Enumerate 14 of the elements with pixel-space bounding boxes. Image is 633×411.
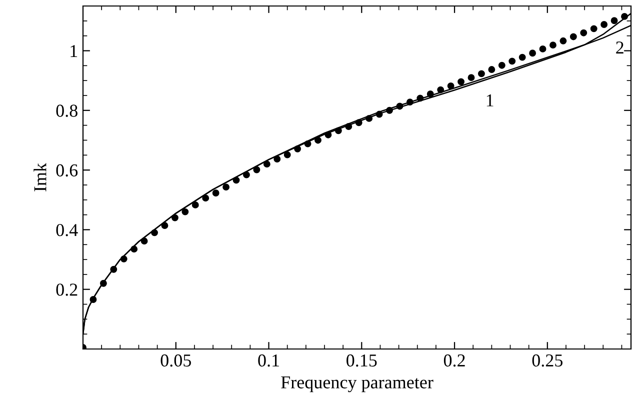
y-tick-label: 0.6 [56,164,78,177]
annotation: 1 [486,94,494,106]
x-tick-label: 0.05 [160,354,191,367]
y-tick-label: 0.2 [56,284,78,296]
x-tick-label: 0.2 [444,354,465,367]
annotation: 2 [616,42,624,54]
x-tick-label: 0.1 [258,354,279,367]
y-axis-title: Imk [34,162,46,192]
y-tick-label: 0.8 [56,104,78,117]
x-axis-title: Frequency parameter [281,376,434,392]
y-tick-label: 1 [70,45,78,58]
y-tick-label: 0.4 [56,224,78,236]
x-tick-label: 0.25 [532,354,562,367]
x-tick-label: 0.15 [346,354,377,367]
